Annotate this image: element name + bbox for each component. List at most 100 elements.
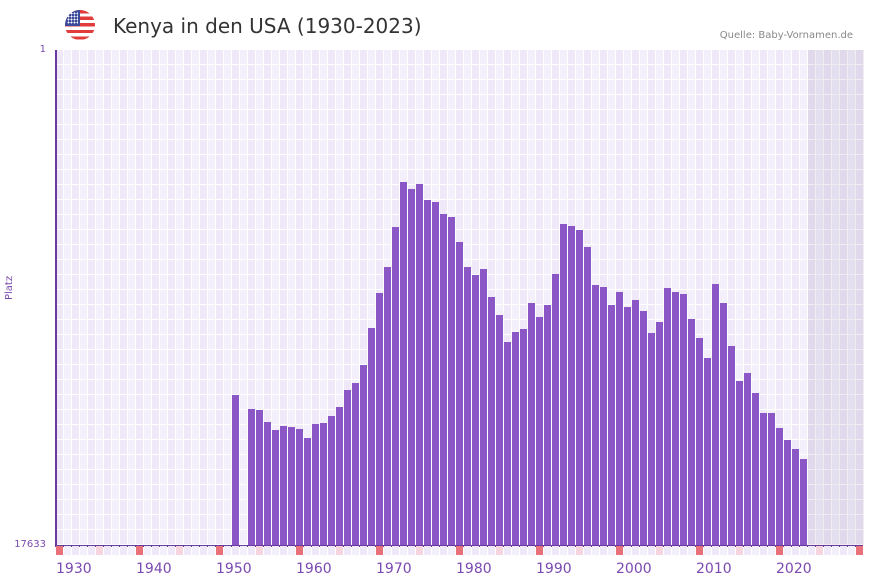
bar-1980[interactable]	[456, 241, 463, 545]
bar-1967[interactable]	[352, 382, 359, 545]
bar-1965[interactable]	[336, 407, 343, 545]
bar-1957[interactable]	[272, 430, 279, 545]
bar-2004[interactable]	[648, 333, 655, 545]
bar-2001[interactable]	[624, 306, 631, 545]
bar-2000[interactable]	[616, 292, 623, 545]
bar-2022[interactable]	[792, 448, 799, 545]
x-tick-label: 1940	[136, 561, 172, 577]
bar-1976[interactable]	[424, 199, 431, 545]
bar-1988[interactable]	[520, 329, 527, 545]
year-marker	[272, 546, 279, 555]
bar-1990[interactable]	[536, 317, 543, 545]
bar-1992[interactable]	[552, 274, 559, 545]
bar-1954[interactable]	[248, 409, 255, 545]
bar-1997[interactable]	[592, 285, 599, 545]
bar-1984[interactable]	[488, 297, 495, 545]
bar-2023[interactable]	[800, 459, 807, 545]
bar-2014[interactable]	[728, 345, 735, 545]
bar-2007[interactable]	[672, 292, 679, 545]
bar-1998[interactable]	[600, 286, 607, 545]
bar-1973[interactable]	[400, 181, 407, 545]
bar-1972[interactable]	[392, 226, 399, 545]
year-marker	[808, 546, 815, 555]
year-marker	[496, 546, 503, 555]
bar-2019[interactable]	[768, 413, 775, 545]
bar-1952[interactable]	[232, 395, 239, 545]
year-marker	[688, 546, 695, 555]
bar-1971[interactable]	[384, 267, 391, 545]
year-marker	[248, 546, 255, 555]
bar-2011[interactable]	[704, 357, 711, 545]
year-marker	[704, 546, 711, 555]
bar-1982[interactable]	[472, 275, 479, 545]
bar-2002[interactable]	[632, 299, 639, 545]
bar-1995[interactable]	[576, 229, 583, 545]
year-marker	[240, 546, 247, 555]
bar-1962[interactable]	[312, 423, 319, 545]
bar-1977[interactable]	[432, 201, 439, 545]
bar-1979[interactable]	[448, 217, 455, 545]
bar-1994[interactable]	[568, 226, 575, 545]
year-marker	[464, 546, 471, 555]
bar-1974[interactable]	[408, 188, 415, 545]
x-tick-label: 2020	[776, 561, 812, 577]
bar-1959[interactable]	[288, 427, 295, 545]
bar-1970[interactable]	[376, 293, 383, 545]
year-marker	[504, 546, 511, 555]
year-marker	[264, 546, 271, 555]
bar-1958[interactable]	[280, 425, 287, 545]
bar-2016[interactable]	[744, 372, 751, 545]
year-marker	[720, 546, 727, 555]
bar-1993[interactable]	[560, 224, 567, 545]
bar-2008[interactable]	[680, 293, 687, 545]
bar-1956[interactable]	[264, 422, 271, 545]
x-tick-label: 1930	[56, 561, 92, 577]
bar-1991[interactable]	[544, 304, 551, 545]
bar-1983[interactable]	[480, 269, 487, 545]
us-flag-icon	[65, 10, 95, 40]
year-marker	[328, 546, 335, 555]
bar-1978[interactable]	[440, 213, 447, 545]
bar-1981[interactable]	[464, 267, 471, 545]
bar-1987[interactable]	[512, 332, 519, 545]
bar-1966[interactable]	[344, 389, 351, 545]
bar-2009[interactable]	[688, 318, 695, 545]
year-marker	[592, 546, 599, 555]
bar-1985[interactable]	[496, 315, 503, 545]
year-marker	[800, 546, 807, 555]
bar-1955[interactable]	[256, 409, 263, 545]
bar-2013[interactable]	[720, 302, 727, 545]
bar-1963[interactable]	[320, 423, 327, 545]
bar-2018[interactable]	[760, 413, 767, 545]
bar-1989[interactable]	[528, 302, 535, 545]
year-marker	[96, 546, 103, 555]
bar-1986[interactable]	[504, 341, 511, 545]
bar-2003[interactable]	[640, 311, 647, 545]
bar-2017[interactable]	[752, 393, 759, 545]
source-credit: Quelle: Baby-Vornamen.de	[719, 30, 853, 41]
year-marker	[760, 546, 767, 555]
year-marker	[792, 546, 799, 555]
year-marker	[608, 546, 615, 555]
bar-2021[interactable]	[784, 439, 791, 545]
year-marker	[288, 546, 295, 555]
bar-1961[interactable]	[304, 438, 311, 545]
bar-1968[interactable]	[360, 365, 367, 545]
bar-1996[interactable]	[584, 247, 591, 545]
bar-2010[interactable]	[696, 337, 703, 545]
bar-1999[interactable]	[608, 304, 615, 545]
chart-title: Kenya in den USA (1930-2023)	[113, 14, 422, 38]
year-marker	[320, 546, 327, 555]
bar-2015[interactable]	[736, 381, 743, 545]
bar-1960[interactable]	[296, 429, 303, 545]
bar-2012[interactable]	[712, 283, 719, 545]
year-marker	[832, 546, 839, 555]
bar-1975[interactable]	[416, 183, 423, 545]
bar-2005[interactable]	[656, 321, 663, 545]
bar-1969[interactable]	[368, 327, 375, 545]
bar-2020[interactable]	[776, 427, 783, 545]
bar-1964[interactable]	[328, 416, 335, 545]
bar-2006[interactable]	[664, 288, 671, 545]
year-marker	[856, 546, 863, 555]
year-marker	[352, 546, 359, 555]
